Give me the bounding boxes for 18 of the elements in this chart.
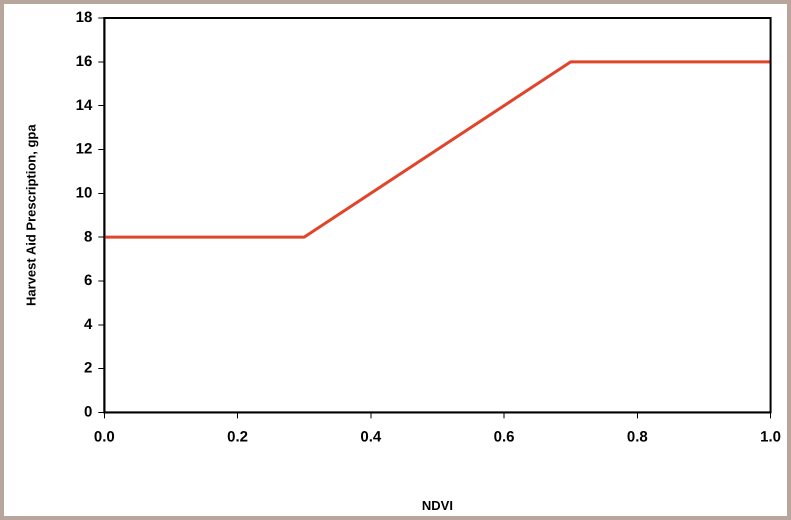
y-tick-label: 12 xyxy=(76,140,92,158)
y-tick-label: 0 xyxy=(84,404,92,421)
x-tick-label: 0.0 xyxy=(94,428,115,446)
x-axis-title: NDVI xyxy=(422,498,453,513)
y-tick-label: 18 xyxy=(76,9,92,26)
x-tick-label: 0.2 xyxy=(227,428,248,446)
y-tick-label: 14 xyxy=(76,96,93,114)
y-tick-label: 6 xyxy=(84,272,92,290)
x-tick-label: 1.0 xyxy=(760,428,782,446)
y-tick-label: 10 xyxy=(76,184,92,202)
x-tick-label: 0.8 xyxy=(626,428,648,446)
x-tick-label: 0.6 xyxy=(494,428,514,446)
x-tick-label: 0.4 xyxy=(360,428,382,446)
y-tick-label: 2 xyxy=(84,360,92,377)
y-axis-title: Harvest Aid Prescription, gpa xyxy=(23,124,38,306)
y-tick-label: 8 xyxy=(84,228,92,246)
y-tick-label: 4 xyxy=(84,316,93,333)
y-tick-label: 16 xyxy=(76,52,92,70)
